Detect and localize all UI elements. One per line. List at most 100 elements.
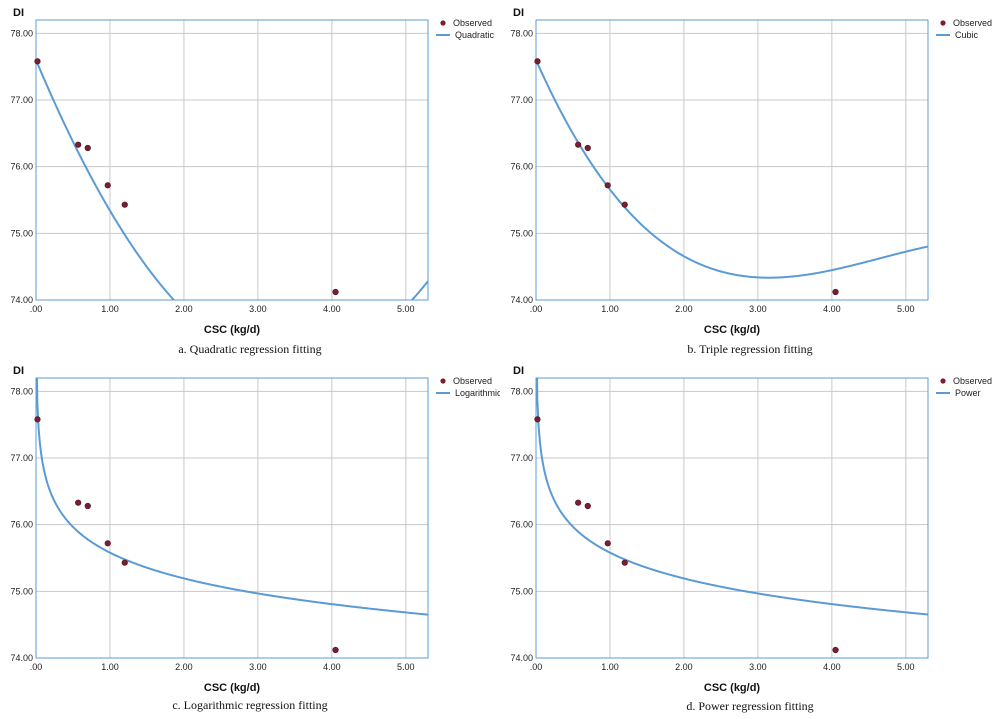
legend-observed-marker	[940, 20, 946, 26]
y-tick-label: 76.00	[510, 520, 533, 530]
chart-quadratic: .00 1.00 2.00 3.00 4.00 5.00 74.00 75.00 76.00 77…	[10, 7, 495, 336]
legend-fit-label: Quadratic	[455, 30, 495, 40]
legend-observed-marker	[940, 378, 946, 384]
legend-observed-label: Observed	[953, 376, 992, 386]
observed-point	[34, 58, 41, 65]
observed-point	[121, 559, 128, 566]
fit-curve	[536, 378, 928, 616]
y-axis-title: DI	[13, 365, 24, 377]
observed-point	[604, 540, 611, 547]
plot-frame	[535, 19, 929, 301]
observed-point	[621, 201, 628, 208]
y-tick-label: 77.00	[10, 95, 33, 105]
x-tick-label: 4.00	[323, 304, 341, 314]
x-tick-label: .00	[30, 304, 43, 314]
observed-point	[84, 502, 91, 510]
observed-point	[575, 499, 582, 506]
x-tick-label: 1.00	[101, 304, 119, 314]
y-tick-label: 76.00	[10, 162, 33, 172]
y-tick-label: 78.00	[510, 386, 533, 396]
chart-caption: d. Power regression fitting	[686, 699, 814, 713]
observed-point	[104, 540, 111, 547]
y-tick-label: 77.00	[10, 453, 33, 463]
x-tick-label: 3.00	[249, 304, 267, 314]
y-tick-label: 76.00	[10, 520, 33, 530]
legend-observed-label: Observed	[453, 376, 492, 386]
legend-fit-label: Cubic	[955, 30, 979, 40]
y-tick-label: 74.00	[510, 295, 533, 305]
legend-observed-marker	[440, 378, 446, 384]
x-tick-label: 5.00	[397, 662, 415, 672]
chart-caption: b. Triple regression fitting	[687, 342, 813, 356]
chart-panel-power: .00 1.00 2.00 3.00 4.00 5.00 74.00 75.00 76.00 77…	[500, 358, 1000, 718]
observed-point	[121, 201, 128, 208]
observed-point	[34, 416, 41, 423]
x-tick-label: .00	[30, 662, 43, 672]
x-tick-label: 2.00	[175, 304, 193, 314]
observed-point	[84, 144, 91, 152]
y-axis-title: DI	[513, 7, 524, 19]
y-tick-label: 77.00	[510, 95, 533, 105]
observed-point	[584, 144, 591, 152]
observed-point	[332, 288, 339, 296]
y-tick-label: 74.00	[510, 653, 533, 663]
legend-observed-marker	[440, 20, 446, 26]
x-axis-title: CSC (kg/d)	[704, 324, 761, 336]
observed-point	[621, 559, 628, 566]
plot-frame	[35, 19, 429, 301]
y-tick-label: 75.00	[510, 228, 533, 238]
y-tick-label: 77.00	[510, 453, 533, 463]
y-tick-label: 78.00	[10, 28, 33, 38]
x-axis-title: CSC (kg/d)	[704, 682, 761, 694]
y-tick-label: 75.00	[10, 586, 33, 596]
chart-panel-cubic: .00 1.00 2.00 3.00 4.00 5.00 74.00 75.00 76.00 77…	[500, 0, 1000, 360]
observed-point	[104, 182, 111, 189]
x-axis-title: CSC (kg/d)	[204, 682, 261, 694]
x-tick-label: 4.00	[823, 662, 841, 672]
observed-point	[534, 58, 541, 65]
legend-fit-label: Power	[955, 388, 981, 398]
fit-curve	[36, 378, 428, 616]
y-axis-title: DI	[513, 365, 524, 377]
observed-point	[75, 499, 82, 506]
chart-caption: a. Quadratic regression fitting	[178, 342, 322, 356]
x-axis-title: CSC (kg/d)	[204, 324, 261, 336]
x-tick-label: 2.00	[175, 662, 193, 672]
y-tick-label: 78.00	[10, 386, 33, 396]
chart-panel-quadratic: .00 1.00 2.00 3.00 4.00 5.00 74.00 75.00 76.00 77…	[0, 0, 500, 360]
x-tick-label: 1.00	[601, 662, 619, 672]
x-tick-label: 2.00	[675, 662, 693, 672]
chart-power: .00 1.00 2.00 3.00 4.00 5.00 74.00 75.00 76.00 77…	[510, 365, 992, 694]
y-tick-label: 75.00	[10, 228, 33, 238]
chart-caption: c. Logarithmic regression fitting	[172, 698, 328, 712]
y-tick-label: 76.00	[510, 162, 533, 172]
observed-point	[534, 416, 541, 423]
observed-point	[332, 646, 339, 654]
y-tick-label: 78.00	[510, 28, 533, 38]
x-tick-label: 3.00	[749, 304, 767, 314]
plot-frame	[535, 377, 929, 659]
x-tick-label: 5.00	[897, 662, 915, 672]
x-tick-label: .00	[530, 662, 543, 672]
legend-observed-label: Observed	[953, 18, 992, 28]
x-tick-label: 1.00	[601, 304, 619, 314]
plot-frame	[35, 377, 429, 659]
x-tick-label: 3.00	[249, 662, 267, 672]
observed-point	[575, 141, 582, 148]
x-tick-label: 3.00	[749, 662, 767, 672]
x-tick-label: 4.00	[823, 304, 841, 314]
fit-curve	[536, 59, 928, 279]
observed-point	[75, 141, 82, 148]
observed-point	[832, 646, 839, 654]
observed-point	[584, 502, 591, 510]
y-axis-title: DI	[13, 7, 24, 19]
x-tick-label: 5.00	[897, 304, 915, 314]
legend-observed-label: Observed	[453, 18, 492, 28]
observed-point	[832, 288, 839, 296]
x-tick-label: 5.00	[397, 304, 415, 314]
x-tick-label: .00	[530, 304, 543, 314]
chart-logarithmic: .00 1.00 2.00 3.00 4.00 5.00 74.00 75.00 76.00 77…	[10, 365, 500, 694]
observed-point	[604, 182, 611, 189]
chart-panel-logarithmic: .00 1.00 2.00 3.00 4.00 5.00 74.00 75.00 76.00 77…	[0, 358, 500, 718]
x-tick-label: 2.00	[675, 304, 693, 314]
